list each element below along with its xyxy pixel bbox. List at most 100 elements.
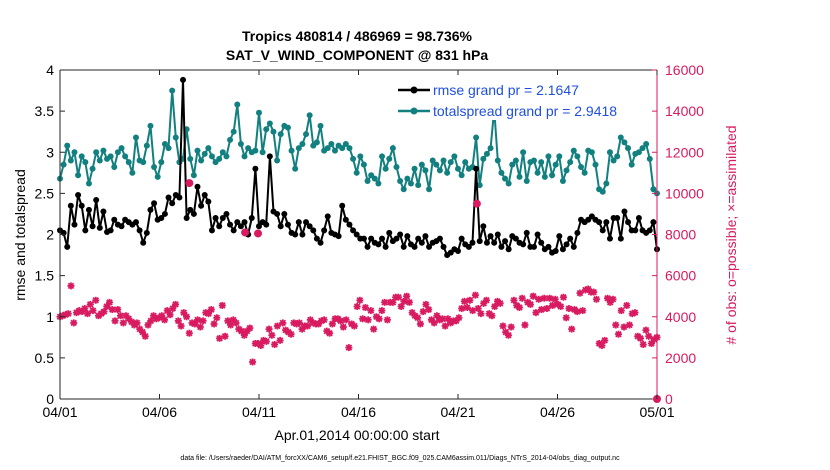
spread-point <box>393 164 400 171</box>
obs-marker-d2 <box>406 299 413 306</box>
rmse-point <box>368 235 375 242</box>
obs-marker <box>551 295 559 303</box>
obs-marker-d2 <box>395 293 402 301</box>
obs-marker <box>518 294 526 302</box>
spread-point <box>360 161 367 168</box>
obs-marker <box>119 319 127 327</box>
spread-point <box>502 175 509 182</box>
obs-marker-d2 <box>568 325 575 333</box>
spread-point <box>371 175 378 182</box>
spread-point <box>165 145 172 152</box>
rmse-point <box>205 198 212 205</box>
highlight-point <box>254 229 263 238</box>
obs-marker-d2 <box>615 330 622 338</box>
rmse-point <box>418 239 425 246</box>
obs-marker-d2 <box>384 316 391 324</box>
rmse-point <box>85 206 92 213</box>
rmse-point <box>382 243 389 250</box>
rmse-point <box>310 227 317 234</box>
spread-point <box>578 164 585 171</box>
obs-marker <box>361 303 369 311</box>
obs-marker <box>353 302 361 310</box>
obs-marker <box>433 312 441 320</box>
obs-marker-d2 <box>477 310 485 317</box>
obs-marker-d2 <box>166 311 174 318</box>
obs-marker-d2 <box>279 319 287 327</box>
obs-marker <box>394 293 402 301</box>
rmse-point <box>480 223 487 230</box>
spread-point <box>169 87 176 94</box>
obs-marker-d2 <box>142 333 149 340</box>
obs-marker-d2 <box>518 294 526 302</box>
spread-point <box>530 157 537 164</box>
spread-point <box>415 182 422 189</box>
spread-point <box>357 153 364 160</box>
obs-marker-d2 <box>461 298 468 305</box>
obs-marker-d2 <box>276 337 284 344</box>
obs-marker-d2 <box>194 316 201 324</box>
spread-point <box>375 180 382 187</box>
highlight-point <box>185 179 194 188</box>
rmse-point <box>198 202 205 209</box>
obs-marker-d2 <box>510 297 518 304</box>
rmse-point <box>650 219 657 226</box>
rmse-point <box>78 202 85 209</box>
obs-marker <box>271 341 279 349</box>
obs-marker <box>232 319 240 327</box>
obs-marker <box>441 322 449 330</box>
obs-marker <box>207 306 215 314</box>
obs-marker-d2 <box>598 342 606 349</box>
spread-point <box>379 153 386 160</box>
rmse-point <box>216 223 223 230</box>
rmse-point <box>201 192 208 199</box>
obs-marker-d2 <box>639 341 647 348</box>
obs-marker-d2 <box>191 320 199 328</box>
obs-marker <box>573 308 581 316</box>
obs-marker <box>601 336 609 344</box>
obs-marker-d2 <box>458 305 465 312</box>
spread-point <box>71 149 78 156</box>
obs-marker-d2 <box>136 325 144 333</box>
spread-point <box>172 134 179 141</box>
spread-point <box>313 139 320 146</box>
obs-marker <box>185 329 193 337</box>
spread-point <box>223 153 230 160</box>
rmse-point <box>169 200 176 207</box>
obs-marker <box>507 323 515 331</box>
obs-marker <box>364 316 372 324</box>
obs-marker <box>172 300 180 308</box>
obs-marker-d2 <box>150 312 157 319</box>
obs-marker-d2 <box>128 318 135 326</box>
obs-marker <box>504 331 512 339</box>
rmse-point <box>440 243 447 250</box>
chart-subtitle: SAT_V_WIND_COMPONENT @ 831 hPa <box>226 47 489 63</box>
spread-point <box>516 173 523 180</box>
obs-marker <box>565 305 573 313</box>
spread-point <box>556 153 563 160</box>
spread-point <box>237 141 244 148</box>
y-tick-label-left: 2 <box>46 227 54 243</box>
x-tick-label: 04/16 <box>341 404 376 420</box>
y-axis-label-right: # of obs: o=possible; ×=assimilated <box>723 125 739 344</box>
rmse-point <box>140 239 147 246</box>
y-axis-label-left: rmse and totalspread <box>12 169 28 301</box>
rmse-point <box>321 227 328 234</box>
obs-marker <box>639 341 647 349</box>
spread-point <box>328 141 335 148</box>
spread-point <box>292 165 299 172</box>
obs-marker <box>249 358 257 366</box>
obs-marker <box>609 295 617 303</box>
rmse-point <box>165 194 172 201</box>
spread-point <box>458 172 465 179</box>
obs-marker <box>383 316 391 324</box>
spread-point <box>643 141 650 148</box>
obs-marker-d2 <box>64 310 72 317</box>
rmse-point <box>625 219 632 226</box>
spread-point <box>559 178 566 185</box>
spread-point <box>161 141 168 148</box>
obs-marker <box>631 309 639 317</box>
obs-marker <box>463 303 471 311</box>
obs-marker-d2 <box>491 303 498 310</box>
rmse-point <box>234 219 241 226</box>
rmse-point <box>299 231 306 238</box>
